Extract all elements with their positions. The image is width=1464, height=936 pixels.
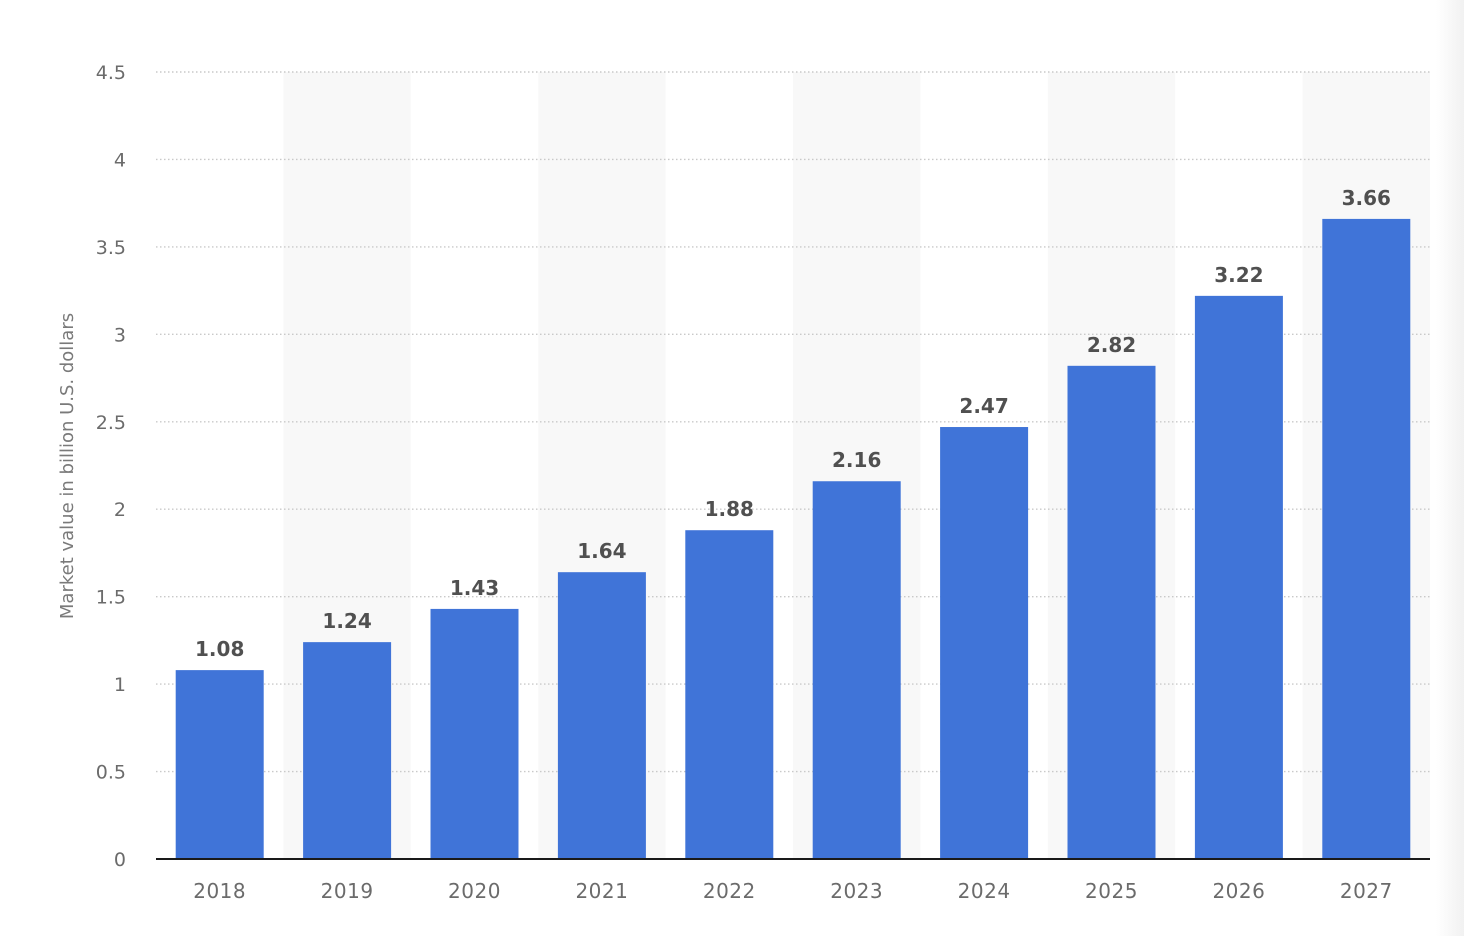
bar-2027[interactable]: [1322, 218, 1411, 859]
y-tick-label: 1.5: [96, 587, 126, 609]
data-label: 1.43: [450, 576, 499, 600]
y-tick-label: 0.5: [96, 762, 126, 784]
x-tick-label: 2025: [1085, 879, 1138, 903]
x-tick-label: 2022: [703, 879, 756, 903]
y-axis: 0 0.5 1 1.5 2 2.5 3 3.5 4 4.5: [96, 62, 126, 871]
bar-2019[interactable]: [303, 642, 392, 859]
bar-2021[interactable]: [557, 572, 646, 859]
y-tick-label: 0: [114, 849, 126, 871]
value-labels: 1.08 1.24 1.43 1.64 1.88 2.16 2.47 2.82 3.22 3.66: [195, 186, 1391, 661]
x-tick-label: 2018: [193, 879, 246, 903]
y-tick-label: 4.5: [96, 62, 126, 84]
data-label: 2.16: [832, 448, 881, 472]
x-tick-label: 2023: [830, 879, 883, 903]
bar-2024[interactable]: [940, 427, 1029, 859]
bar-2018[interactable]: [175, 670, 264, 859]
y-axis-title: Market value in billion U.S. dollars: [57, 313, 78, 619]
x-tick-label: 2019: [321, 879, 374, 903]
y-tick-label: 3.5: [96, 237, 126, 259]
data-label: 1.88: [705, 497, 754, 521]
y-tick-label: 2.5: [96, 412, 126, 434]
bar-series: [175, 218, 1411, 859]
data-label: 3.22: [1214, 263, 1263, 287]
y-tick-label: 2: [114, 499, 126, 521]
right-edge-shade: [1436, 0, 1464, 936]
y-tick-label: 1: [114, 674, 126, 696]
bar-2020[interactable]: [430, 608, 519, 859]
x-tick-label: 2021: [575, 879, 628, 903]
data-label: 1.64: [577, 539, 626, 563]
data-label: 1.08: [195, 637, 244, 661]
x-tick-label: 2027: [1340, 879, 1393, 903]
gridlines: [156, 71, 1430, 773]
data-label: 2.47: [959, 394, 1008, 418]
bar-2023[interactable]: [812, 481, 901, 859]
bar-2025[interactable]: [1067, 365, 1156, 859]
bar-2022[interactable]: [685, 530, 774, 859]
y-tick-label: 3: [114, 324, 126, 346]
bar-2026[interactable]: [1194, 295, 1283, 859]
x-axis: 2018 2019 2020 2021 2022 2023 2024 2025 2026 2027: [156, 858, 1430, 903]
data-label: 1.24: [322, 609, 371, 633]
x-tick-label: 2024: [958, 879, 1011, 903]
x-tick-label: 2020: [448, 879, 501, 903]
x-tick-label: 2026: [1212, 879, 1265, 903]
y-tick-label: 4: [114, 149, 126, 171]
data-label: 2.82: [1087, 333, 1136, 357]
data-label: 3.66: [1342, 186, 1391, 210]
